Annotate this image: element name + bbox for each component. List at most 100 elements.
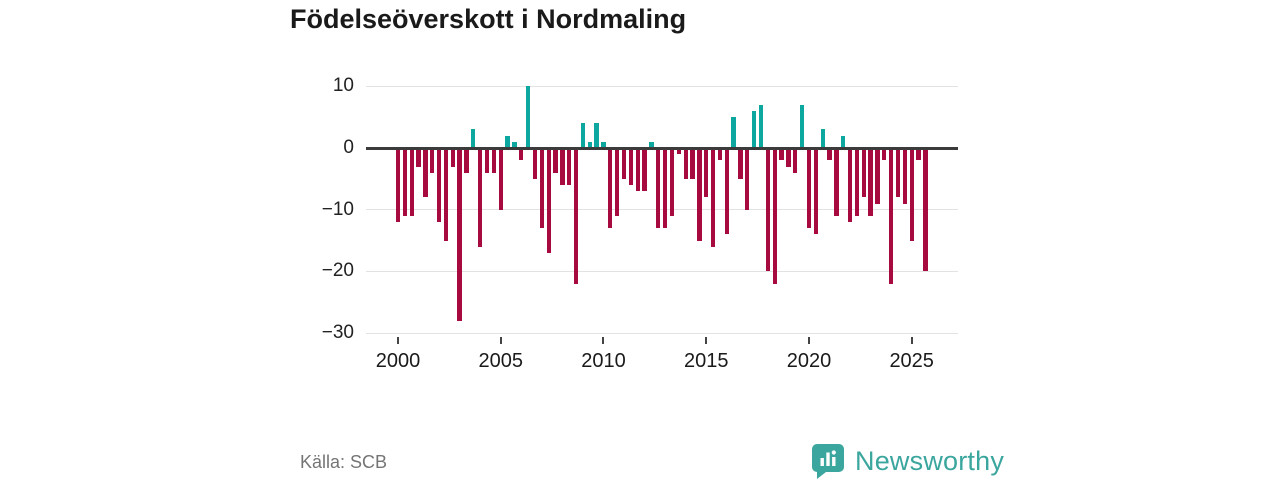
y-axis-tick-label: 10 [332, 75, 354, 97]
bar [519, 148, 524, 161]
gridline [366, 85, 958, 87]
bar [567, 148, 572, 185]
bar [601, 141, 606, 148]
bar [635, 148, 640, 192]
x-axis-tick-mark [602, 337, 605, 344]
bar [525, 86, 531, 148]
bar [491, 148, 497, 173]
bar [642, 148, 647, 192]
bar [621, 148, 627, 179]
bar [889, 148, 894, 284]
zero-line [366, 146, 958, 150]
x-axis-tick-mark [705, 337, 708, 344]
x-axis-tick-label: 2000 [375, 350, 421, 372]
bar [587, 141, 592, 148]
bar [806, 148, 812, 229]
newsworthy-speech-bubble-chart-icon [810, 442, 846, 480]
bar [478, 148, 483, 247]
x-axis-tick-mark [807, 337, 810, 344]
bar [409, 148, 414, 216]
bar [902, 148, 907, 204]
bar [827, 148, 832, 161]
bar [416, 148, 421, 167]
bar [909, 148, 914, 241]
bar [717, 148, 723, 161]
bar [546, 148, 551, 253]
newsworthy-logo: Newsworthy [810, 442, 1004, 480]
bar [471, 129, 476, 148]
bar [724, 148, 729, 235]
gridline [366, 270, 958, 272]
bar [560, 148, 565, 185]
bar [669, 148, 675, 216]
bar [573, 148, 579, 284]
x-axis-tick-mark [397, 337, 399, 344]
bar [443, 148, 449, 241]
bar [628, 148, 634, 185]
bar [799, 104, 805, 148]
y-axis-tick-label: −20 [321, 260, 354, 282]
bar [553, 148, 558, 173]
bar [676, 148, 681, 155]
chart-title: Födelseöverskott i Nordmaling [290, 4, 687, 34]
x-axis-tick-label: 2005 [478, 350, 523, 372]
y-axis-tick-label: −10 [321, 198, 354, 220]
bar [882, 148, 887, 161]
bar [484, 148, 490, 173]
bar [395, 148, 401, 222]
bar [402, 148, 407, 216]
bar [704, 148, 709, 198]
bar [772, 148, 777, 284]
x-axis-tick-label: 2015 [683, 350, 729, 372]
bar [505, 135, 510, 148]
bar [738, 148, 743, 179]
bar [512, 141, 517, 148]
bar [423, 148, 428, 198]
bar [436, 148, 442, 222]
bar [580, 123, 586, 148]
bar [841, 135, 846, 148]
bar [779, 148, 784, 161]
x-axis-tick-mark [910, 337, 913, 344]
source-label: Källa: SCB [300, 452, 388, 472]
bar [745, 148, 750, 210]
bar [662, 148, 668, 229]
bar [813, 148, 818, 235]
bar [834, 148, 839, 216]
bar [752, 110, 757, 148]
bar [847, 148, 853, 222]
bar [649, 141, 654, 148]
bar [697, 148, 702, 241]
gridline [366, 209, 958, 211]
bar [683, 148, 688, 179]
x-axis-tick-label: 2020 [786, 350, 832, 372]
bar [539, 148, 544, 229]
bar [861, 148, 866, 198]
bar [868, 148, 873, 216]
bar [854, 148, 860, 216]
bar [457, 148, 462, 321]
bar [450, 148, 455, 167]
bar [594, 123, 599, 148]
bar [608, 148, 613, 229]
newsworthy-wordmark: Newsworthy [855, 445, 1005, 476]
y-axis-tick-label: −30 [321, 322, 354, 343]
bar [765, 148, 770, 272]
bar [532, 148, 538, 179]
bar [731, 117, 736, 148]
bar [710, 148, 716, 247]
bar [786, 148, 791, 167]
x-axis-tick-mark [499, 337, 502, 344]
bar [615, 148, 620, 216]
bar [430, 148, 435, 173]
bar [875, 148, 880, 204]
bar [656, 148, 661, 229]
y-axis-tick-label: 0 [343, 137, 354, 158]
bar [464, 148, 469, 173]
bar [793, 148, 798, 173]
x-axis-tick-label: 2025 [889, 350, 934, 372]
bar [895, 148, 901, 198]
bar [690, 148, 695, 179]
x-axis-tick-label: 2010 [581, 350, 626, 372]
